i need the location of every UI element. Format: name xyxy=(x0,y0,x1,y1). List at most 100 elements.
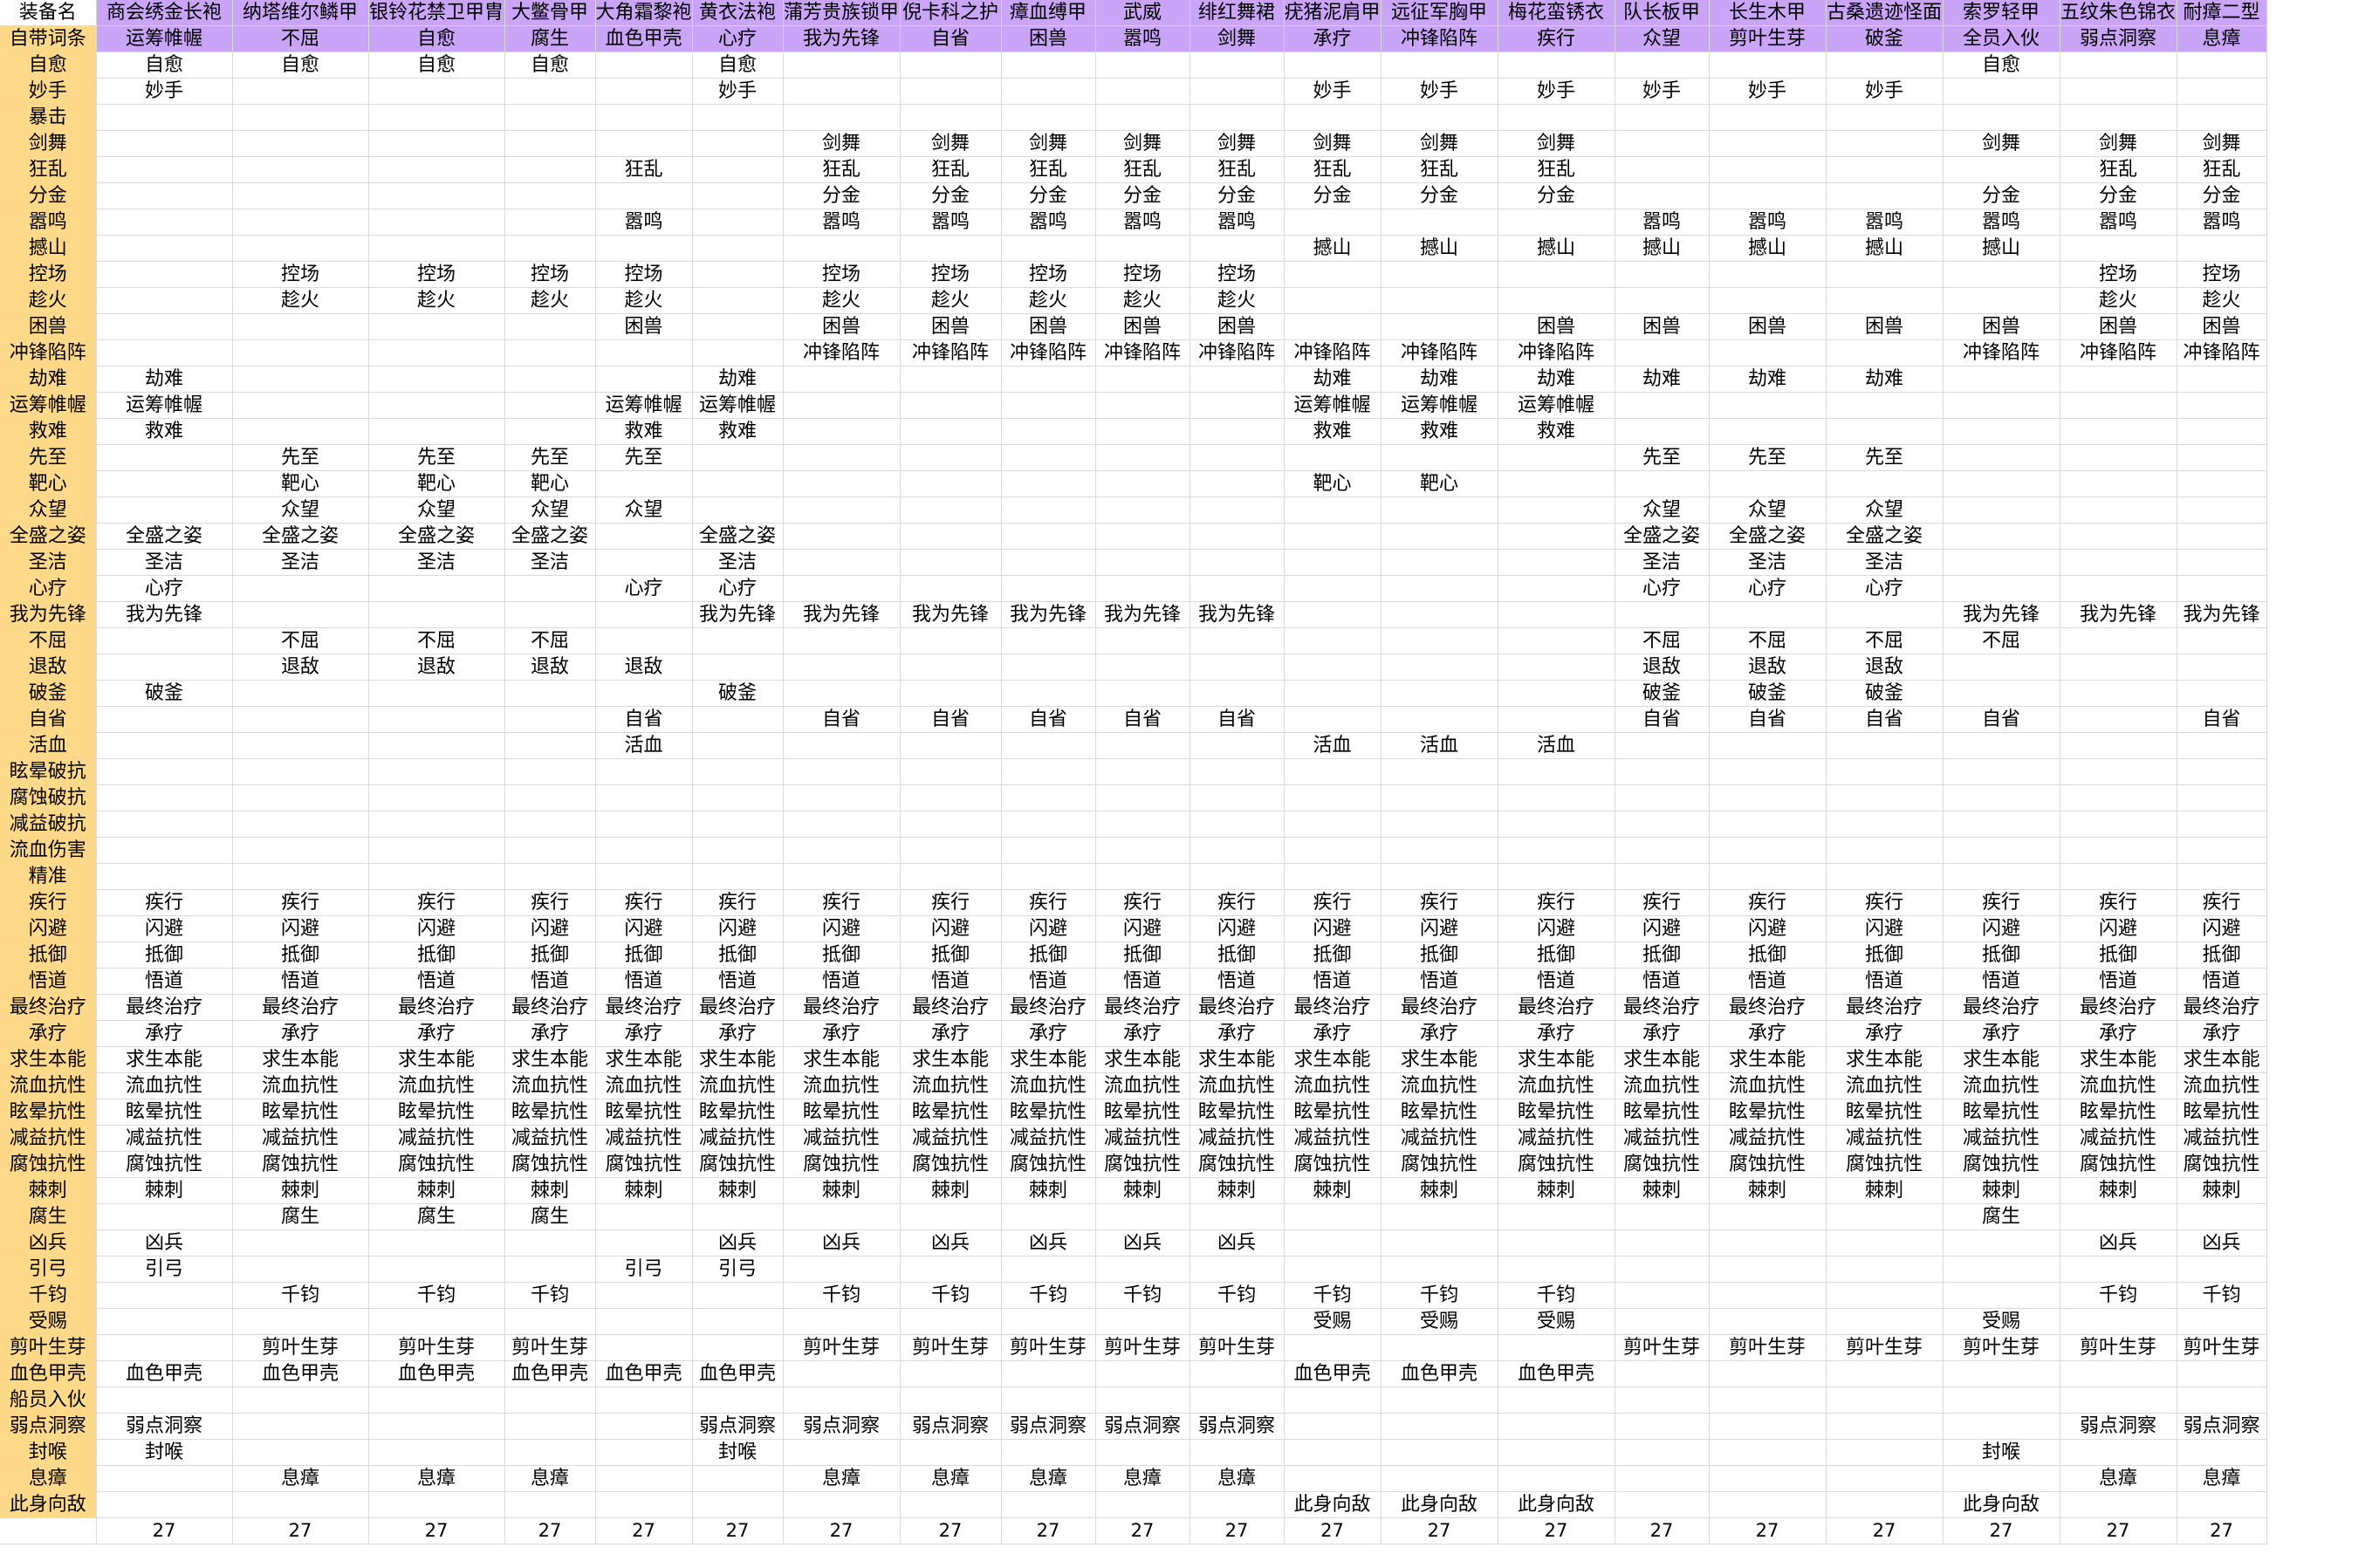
table-cell[interactable] xyxy=(1826,182,1944,209)
table-cell[interactable]: 棘刺 xyxy=(1001,1177,1096,1204)
table-cell[interactable] xyxy=(232,130,369,157)
table-cell[interactable] xyxy=(1190,627,1285,654)
total-count-cell[interactable]: 27 xyxy=(1284,1517,1381,1544)
table-cell[interactable]: 减益抗性 xyxy=(1498,1125,1615,1152)
table-cell[interactable]: 抵御 xyxy=(2060,941,2177,969)
table-cell[interactable] xyxy=(595,680,693,707)
table-cell[interactable]: 棘刺 xyxy=(368,1177,505,1204)
table-cell[interactable] xyxy=(1943,732,2060,759)
table-cell[interactable] xyxy=(1615,1439,1710,1466)
table-cell[interactable]: 剪叶生芽 xyxy=(1826,1334,1944,1361)
table-cell[interactable] xyxy=(368,575,505,602)
table-cell[interactable] xyxy=(1498,287,1615,314)
total-count-cell[interactable]: 27 xyxy=(1095,1517,1190,1544)
total-count-cell[interactable]: 27 xyxy=(1001,1517,1096,1544)
table-cell[interactable]: 减益抗性 xyxy=(1001,1125,1096,1152)
column-header-equipment[interactable]: 远征军胸甲 xyxy=(1381,0,1498,26)
table-cell[interactable]: 圣洁 xyxy=(1615,549,1710,576)
table-cell[interactable]: 弱点洞察 xyxy=(1190,1413,1285,1440)
row-header-trait[interactable]: 息瘴 xyxy=(0,1465,97,1492)
table-cell[interactable] xyxy=(1001,51,1096,79)
table-cell[interactable]: 流血抗性 xyxy=(1943,1072,2060,1099)
table-cell[interactable]: 趁火 xyxy=(1001,287,1096,314)
row-header-trait[interactable]: 流血抗性 xyxy=(0,1072,97,1099)
table-cell[interactable]: 悟道 xyxy=(1498,968,1615,995)
table-cell[interactable] xyxy=(232,1439,369,1466)
table-cell[interactable]: 腐蚀抗性 xyxy=(1001,1151,1096,1178)
table-cell[interactable] xyxy=(232,1413,369,1440)
table-cell[interactable]: 承疗 xyxy=(96,1020,233,1047)
column-header-equipment[interactable]: 蒲芳贵族锁甲 xyxy=(783,0,901,26)
table-cell[interactable] xyxy=(783,863,901,890)
table-cell[interactable] xyxy=(1709,784,1827,811)
table-cell[interactable] xyxy=(1190,1360,1285,1387)
table-cell[interactable] xyxy=(783,1256,901,1283)
table-cell[interactable]: 受赐 xyxy=(1381,1308,1498,1335)
table-cell[interactable]: 不屈 xyxy=(232,627,369,654)
table-cell[interactable]: 靶心 xyxy=(232,470,369,497)
table-cell[interactable] xyxy=(2177,627,2267,654)
table-cell[interactable] xyxy=(1190,78,1285,105)
table-cell[interactable]: 运筹帷幄 xyxy=(692,392,784,419)
table-cell[interactable] xyxy=(692,209,784,236)
table-cell[interactable]: 破釜 xyxy=(96,680,233,707)
table-cell[interactable] xyxy=(692,837,784,864)
table-cell[interactable] xyxy=(1709,156,1827,183)
table-cell[interactable]: 眩晕抗性 xyxy=(1826,1099,1944,1126)
table-cell[interactable]: 流血抗性 xyxy=(1001,1072,1096,1099)
table-cell[interactable] xyxy=(1498,104,1615,131)
table-cell[interactable]: 疾行 xyxy=(504,889,596,916)
table-cell[interactable] xyxy=(504,811,596,838)
table-cell[interactable] xyxy=(595,1334,693,1361)
table-cell[interactable] xyxy=(692,863,784,890)
table-cell[interactable]: 抵御 xyxy=(368,941,505,969)
table-cell[interactable]: 腐蚀抗性 xyxy=(1381,1151,1498,1178)
table-cell[interactable]: 眩晕抗性 xyxy=(504,1099,596,1126)
column-header-trait[interactable]: 息瘴 xyxy=(2177,25,2267,52)
table-cell[interactable]: 靶心 xyxy=(368,470,505,497)
table-cell[interactable]: 棘刺 xyxy=(1826,1177,1944,1204)
table-cell[interactable] xyxy=(1001,1256,1096,1283)
table-cell[interactable]: 承疗 xyxy=(1190,1020,1285,1047)
table-cell[interactable]: 承疗 xyxy=(692,1020,784,1047)
table-cell[interactable]: 息瘴 xyxy=(2177,1465,2267,1492)
table-cell[interactable] xyxy=(900,523,1002,550)
table-cell[interactable]: 闪避 xyxy=(2060,915,2177,942)
table-cell[interactable]: 减益抗性 xyxy=(595,1125,693,1152)
table-cell[interactable] xyxy=(1001,1308,1096,1335)
table-cell[interactable]: 减益抗性 xyxy=(1943,1125,2060,1152)
table-cell[interactable]: 棘刺 xyxy=(1943,1177,2060,1204)
table-cell[interactable] xyxy=(1284,209,1381,236)
table-cell[interactable] xyxy=(1709,1308,1827,1335)
table-cell[interactable] xyxy=(1826,104,1944,131)
table-cell[interactable]: 血色甲壳 xyxy=(368,1360,505,1387)
table-cell[interactable] xyxy=(1095,444,1190,471)
table-cell[interactable]: 抵御 xyxy=(1095,941,1190,969)
table-cell[interactable]: 腐蚀抗性 xyxy=(1498,1151,1615,1178)
table-cell[interactable]: 分金 xyxy=(1001,182,1096,209)
table-cell[interactable]: 众望 xyxy=(595,496,693,524)
table-cell[interactable]: 闪避 xyxy=(504,915,596,942)
row-header-trait[interactable]: 先至 xyxy=(0,444,97,471)
table-cell[interactable] xyxy=(2060,1256,2177,1283)
table-cell[interactable] xyxy=(1826,784,1944,811)
table-cell[interactable] xyxy=(232,313,369,340)
table-cell[interactable]: 眩晕抗性 xyxy=(1284,1099,1381,1126)
table-cell[interactable] xyxy=(1615,287,1710,314)
column-header-trait[interactable]: 腐生 xyxy=(504,25,596,52)
total-count-cell[interactable]: 27 xyxy=(368,1517,505,1544)
table-cell[interactable] xyxy=(1284,549,1381,576)
table-cell[interactable]: 最终治疗 xyxy=(1284,994,1381,1021)
table-cell[interactable]: 疾行 xyxy=(692,889,784,916)
table-cell[interactable] xyxy=(595,784,693,811)
table-cell[interactable] xyxy=(504,392,596,419)
table-cell[interactable]: 眩晕抗性 xyxy=(1709,1099,1827,1126)
table-cell[interactable]: 抵御 xyxy=(595,941,693,969)
table-cell[interactable]: 不屈 xyxy=(1826,627,1944,654)
table-cell[interactable] xyxy=(96,182,233,209)
table-cell[interactable]: 不屈 xyxy=(1943,627,2060,654)
table-cell[interactable] xyxy=(900,1308,1002,1335)
table-cell[interactable]: 承疗 xyxy=(1498,1020,1615,1047)
row-header-trait[interactable]: 受赐 xyxy=(0,1308,97,1335)
table-cell[interactable] xyxy=(96,235,233,262)
